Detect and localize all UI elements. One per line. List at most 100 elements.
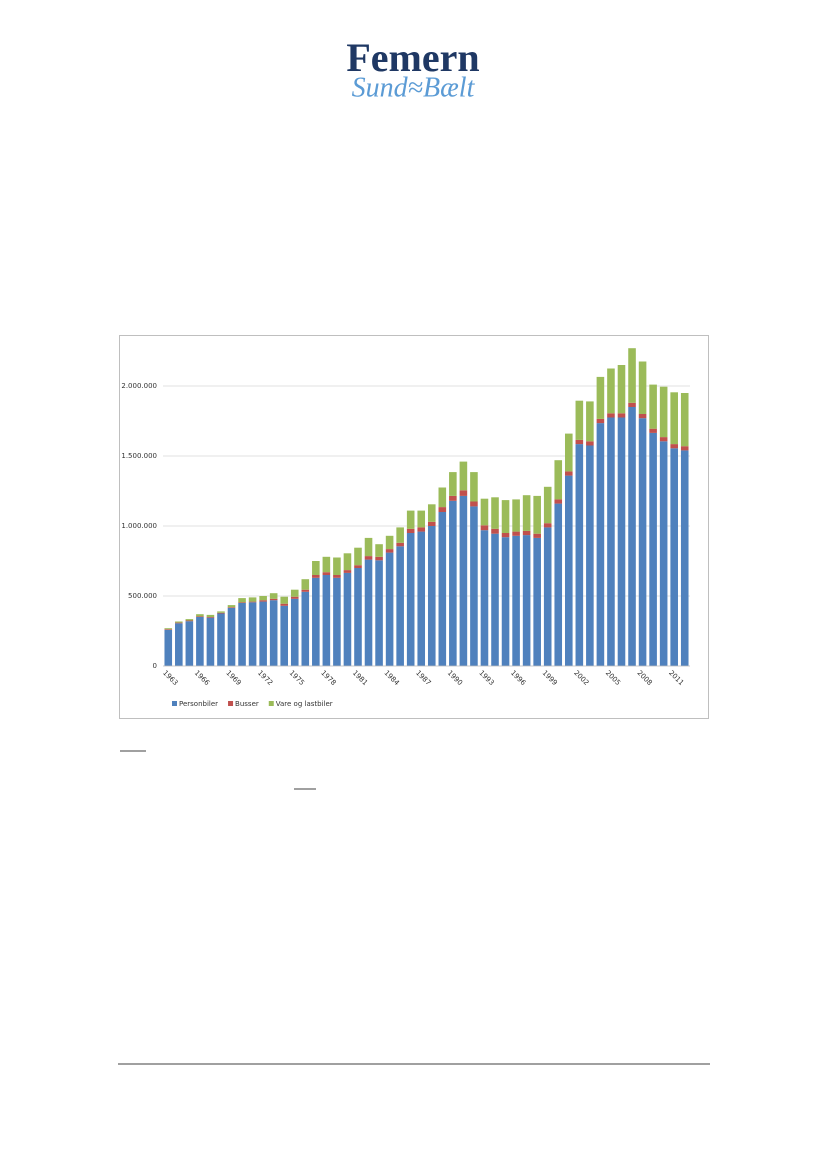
bar-segment [290,596,299,599]
bar-segment [259,600,267,602]
bar-segment [512,535,520,666]
bar-segment [670,444,678,449]
legend-label: Personbiler [179,700,218,708]
bar-segment [543,527,552,666]
bar-segment [575,439,584,445]
bar-segment [491,528,499,534]
y-tick-label: 500.000 [128,592,157,600]
bar-segment [522,495,531,531]
bar-segment [554,460,563,500]
bar-segment [522,530,531,536]
bar-segment [375,544,383,557]
bar-segment [459,461,468,491]
bar-segment [185,620,194,622]
bar-segment [480,498,489,526]
bar-segment [217,612,225,614]
bar-segment [470,501,478,507]
bar-segment [491,497,499,529]
bar-segment [375,560,383,666]
bar-segment [480,525,489,531]
bar-segment [333,577,341,666]
bar-segment [470,472,478,502]
bar-segment [269,593,278,599]
bar-segment [259,601,267,666]
bar-segment [596,376,605,419]
bar-segment [659,386,668,438]
bar-segment [280,605,289,666]
bar-segment [333,557,341,575]
bar-segment [196,614,204,617]
bar-segment [680,446,689,451]
bar-segment [290,589,299,597]
bar-segment [364,537,373,557]
bar-segment [649,384,657,429]
bar-segment [280,603,289,606]
logo-bottom: Sund≈Bælt [352,72,476,103]
bar-segment [480,530,489,666]
bar-segment [227,607,236,666]
bar-segment [396,542,404,547]
bar-segment [680,393,689,447]
bar-segment [385,552,394,666]
bar-segment [248,602,257,666]
bar-segment [238,602,246,603]
bar-segment [164,629,173,630]
bar-segment [459,490,468,496]
bar-segment [175,622,183,624]
bar-segment [248,597,257,602]
bar-segment [354,547,362,566]
bar-segment [459,495,468,666]
bar-segment [196,617,204,666]
bar-segment [427,521,436,526]
bar-segment [427,504,436,522]
bar-segment [248,601,257,603]
bar-segment [312,577,320,666]
bar-segment [680,450,689,666]
bar-segment [343,570,352,573]
bar-segment [670,392,678,445]
bar-segment [312,575,320,578]
bar-segment [217,611,225,613]
bar-segment [533,495,541,534]
bar-segment [385,549,394,553]
logo-top: Femern [346,35,479,80]
bar-segment [427,526,436,666]
bar-segment [290,598,299,666]
bar-segment [491,533,499,666]
bar-segment [543,486,552,524]
bar-segment [259,596,267,601]
bar-segment [586,401,594,442]
legend-swatch [172,701,177,706]
bar-segment [322,556,331,573]
bar-segment [564,475,573,666]
bar-segment [438,507,447,512]
bar-segment [364,556,373,560]
bar-segment [512,499,520,532]
bar-segment [196,616,204,617]
bar-segment [575,444,584,666]
bar-segment [628,402,636,407]
y-tick-label: 1.000.000 [121,522,157,530]
bar-segment [438,512,447,666]
bar-segment [470,506,478,666]
y-tick-label: 0 [153,662,157,670]
legend-swatch [268,701,274,706]
bar-segment [269,600,278,666]
bar-segment [354,568,362,666]
legend-label: Vare og lastbiler [276,700,333,708]
bar-segment [564,471,573,476]
bar-segment [522,535,531,666]
bar-segment [301,579,310,590]
bar-segment [185,621,194,666]
legend-swatch [228,701,234,706]
bar-segment [586,441,594,446]
bar-segment [638,418,647,666]
bar-segment [533,537,541,666]
bar-segment [438,487,447,508]
bar-segment [396,527,404,543]
bar-segment [206,617,215,618]
bar-segment [301,591,310,666]
bar-segment [512,531,520,536]
bar-segment [554,499,563,504]
bar-segment [406,510,415,529]
